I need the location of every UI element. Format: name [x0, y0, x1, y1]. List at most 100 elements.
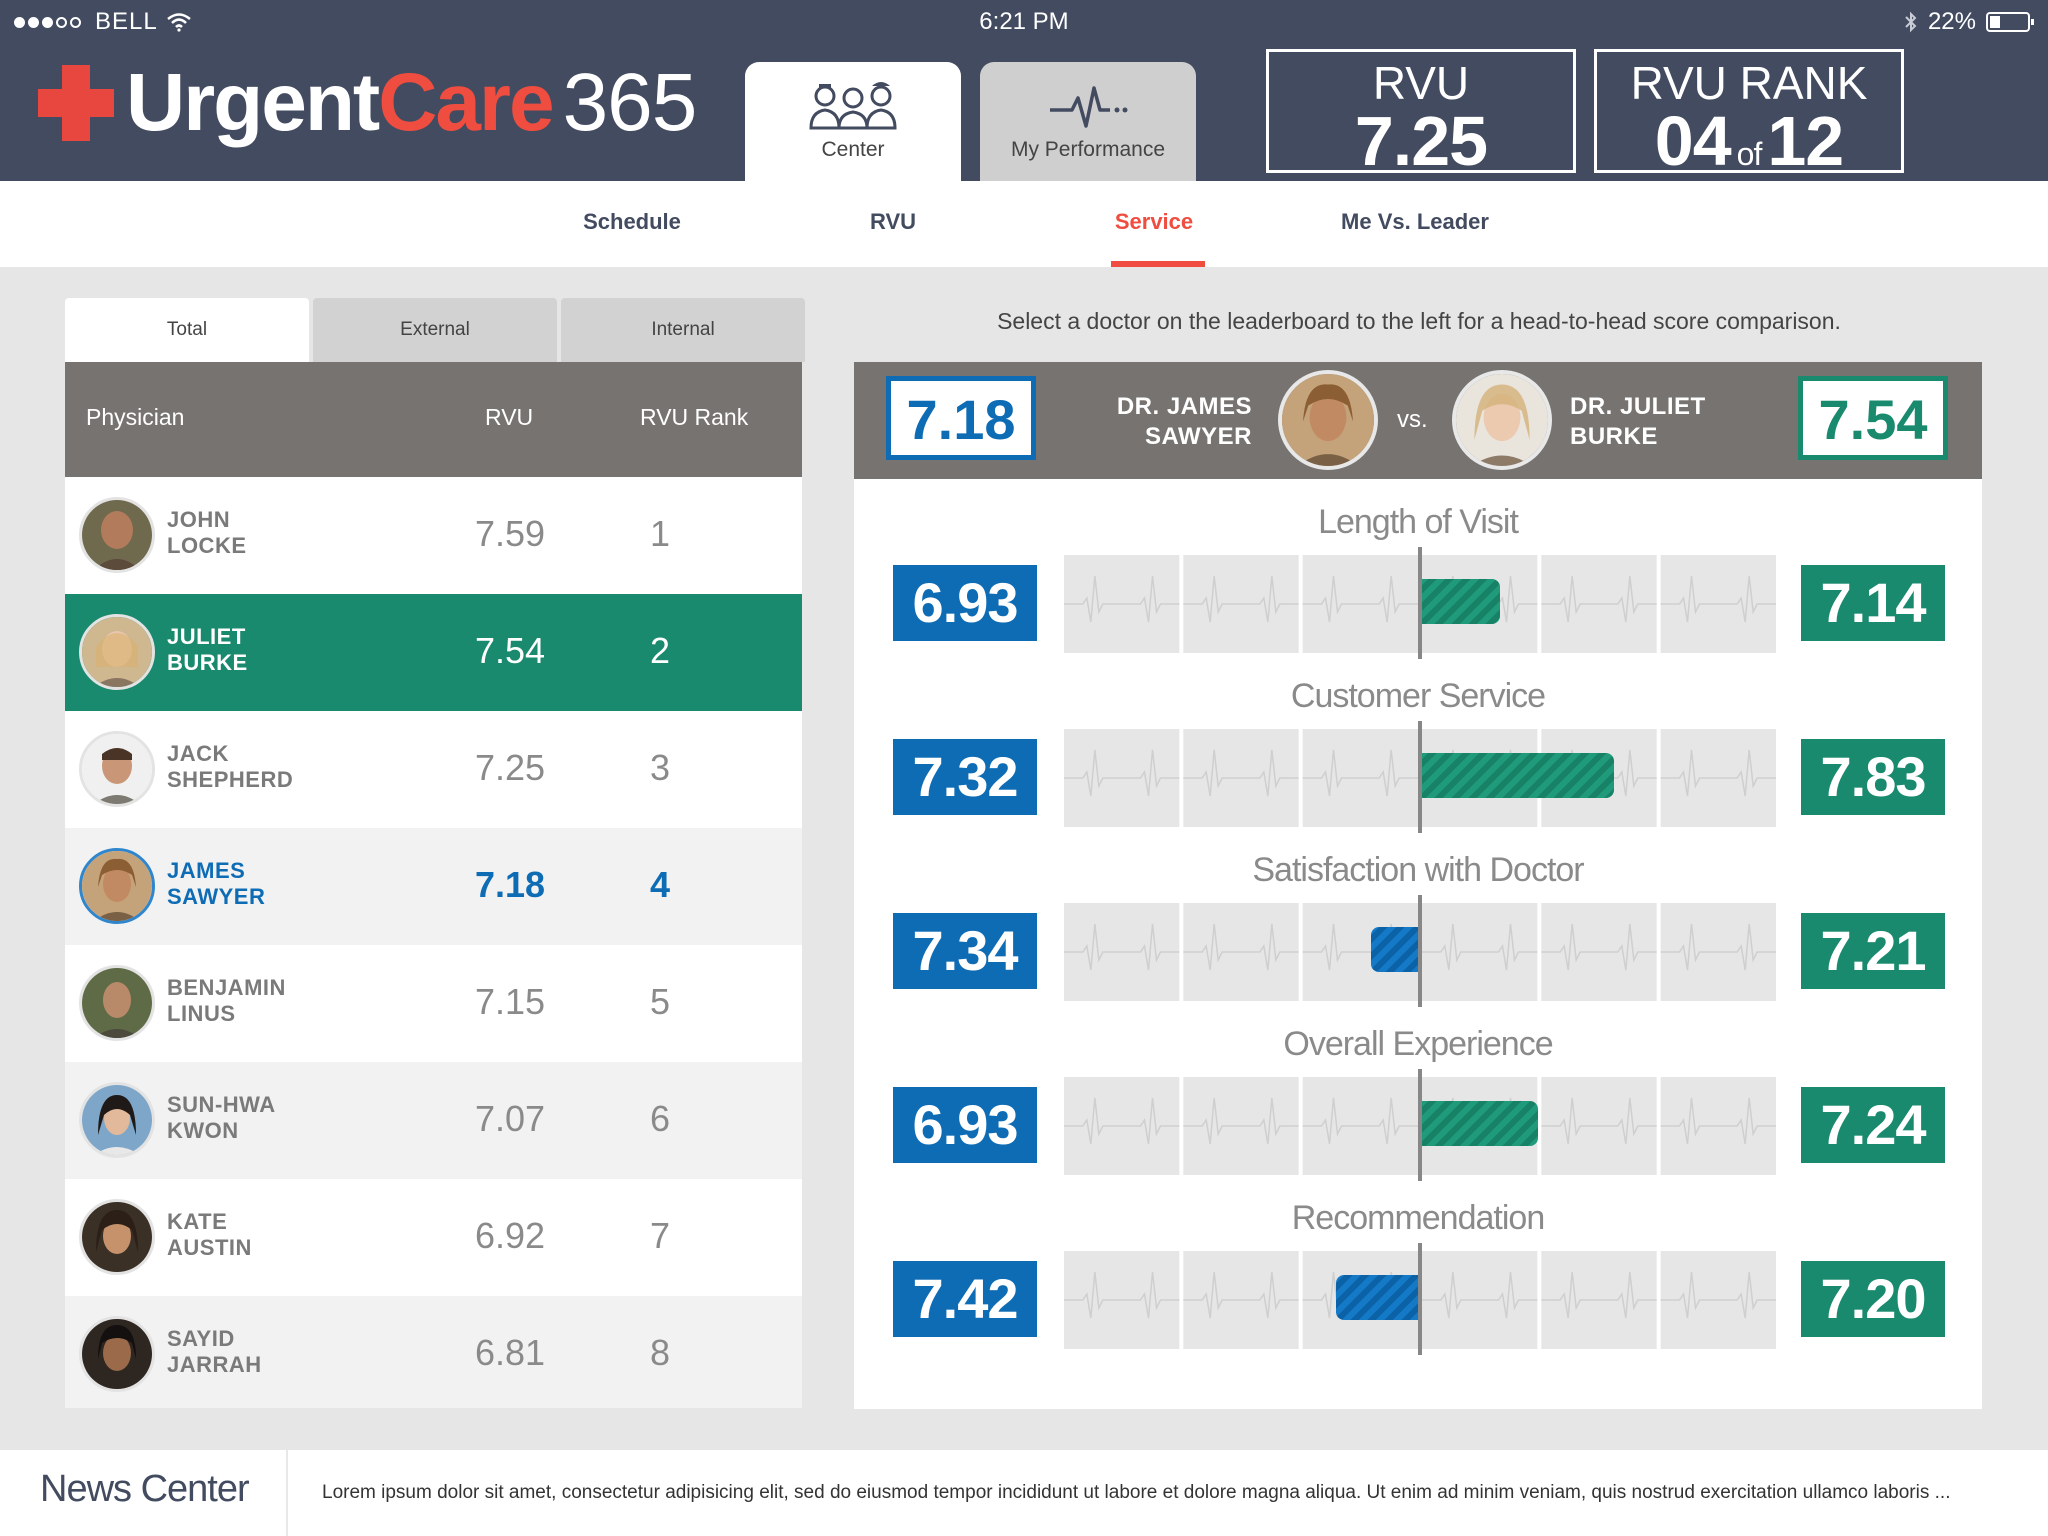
leaderboard-row[interactable]: SUN-HWA KWON 7.07 6 — [65, 1062, 802, 1179]
right-metric-score: 7.21 — [1801, 913, 1945, 989]
comparison-track — [1064, 721, 1776, 833]
track-center-line — [1418, 721, 1422, 833]
comparison-bar — [1420, 1101, 1538, 1146]
physician-name: KATE AUSTIN — [167, 1209, 252, 1260]
leaderboard-row[interactable]: JOHN LOCKE 7.59 1 — [65, 477, 802, 594]
left-metric-score: 6.93 — [893, 565, 1037, 641]
leaderboard-row[interactable]: SAYID JARRAH 6.81 8 — [65, 1296, 802, 1408]
physician-rvu: 7.59 — [474, 513, 546, 554]
status-time: 6:21 PM — [979, 8, 1069, 35]
physician-name: BENJAMIN LINUS — [167, 975, 286, 1026]
avatar — [79, 497, 155, 573]
comparison-track — [1064, 547, 1776, 659]
right-metric-score: 7.24 — [1801, 1087, 1945, 1163]
subnav-rvu[interactable]: RVU — [869, 209, 917, 234]
left-metric-score: 7.42 — [893, 1261, 1037, 1337]
status-right: 22% — [1904, 8, 2034, 36]
avatar — [79, 614, 155, 690]
leaderboard-row[interactable]: JULIET BURKE 7.54 2 — [65, 594, 802, 711]
avatar — [79, 965, 155, 1041]
signal-icon — [14, 16, 81, 28]
tab-external[interactable]: External — [313, 298, 557, 362]
metric-title: Overall Experience — [1283, 1025, 1553, 1063]
metric-customer-service: Customer Service 7.32 7.83 — [854, 653, 1982, 833]
metric-title: Recommendation — [1291, 1199, 1545, 1237]
rvu-stat-value: 7.25 — [1354, 102, 1488, 180]
subnav-me-vs-leader[interactable]: Me Vs. Leader — [1341, 209, 1489, 234]
metric-title: Satisfaction with Doctor — [1252, 851, 1584, 889]
comparison-bar — [1420, 579, 1500, 624]
right-metric-score: 7.14 — [1801, 565, 1945, 641]
physician-name: JULIET BURKE — [167, 624, 248, 675]
physician-rank: 7 — [649, 1215, 671, 1256]
battery-icon — [1986, 12, 2034, 32]
right-metric-score: 7.83 — [1801, 739, 1945, 815]
app-header: BELL 6:21 PM 22% UrgentCare 365 — [0, 0, 2048, 181]
leaderboard-row[interactable]: JAMES SAWYER 7.18 4 — [65, 828, 802, 945]
physician-rank: 8 — [649, 1332, 671, 1373]
avatar — [79, 1082, 155, 1158]
physician-rank: 6 — [649, 1098, 671, 1139]
physician-rank: 4 — [649, 864, 671, 905]
subnav-service[interactable]: Service — [1114, 209, 1194, 234]
tab-center[interactable]: Center — [745, 62, 961, 181]
news-ticker-text[interactable]: Lorem ipsum dolor sit amet, consectetur … — [322, 1482, 1951, 1503]
column-physician: Physician — [86, 404, 185, 430]
versus-label: vs. — [1397, 406, 1428, 433]
metric-title: Customer Service — [1290, 677, 1546, 715]
leaderboard-row[interactable]: BENJAMIN LINUS 7.15 5 — [65, 945, 802, 1062]
physician-name: JOHN LOCKE — [167, 507, 247, 558]
rvu-rank-stat: RVU RANK 04 of12 — [1594, 49, 1904, 176]
ecg-track-background — [1064, 555, 1776, 653]
metric-overall-experience: Overall Experience 6.93 7.24 — [854, 1001, 1982, 1181]
subnav-schedule[interactable]: Schedule — [583, 209, 681, 234]
avatar — [79, 1199, 155, 1275]
comparison-instruction: Select a doctor on the leaderboard to th… — [997, 308, 1841, 334]
left-doctor-name: DR. JAMES SAWYER — [1116, 393, 1252, 450]
ecg-track-background — [1064, 903, 1776, 1001]
medical-cross-icon — [38, 65, 114, 141]
avatar — [79, 848, 155, 924]
physician-rvu: 7.07 — [474, 1098, 546, 1139]
track-center-line — [1418, 1069, 1422, 1181]
left-doctor-score: 7.18 — [886, 376, 1036, 460]
physician-name: SUN-HWA KWON — [167, 1092, 276, 1143]
comparison-bar — [1370, 927, 1420, 972]
leaderboard-row[interactable]: KATE AUSTIN 6.92 7 — [65, 1179, 802, 1296]
right-metric-score: 7.20 — [1801, 1261, 1945, 1337]
comparison-track — [1064, 1069, 1776, 1181]
tab-my-performance[interactable]: My Performance — [980, 62, 1196, 181]
comparison-header: 7.18 DR. JAMES SAWYER vs. DR. JULIET BURKE… — [854, 362, 1982, 479]
left-metric-score: 7.32 — [893, 739, 1037, 815]
physician-rvu: 6.92 — [474, 1215, 546, 1256]
tab-total[interactable]: Total — [65, 298, 309, 362]
physician-name: JAMES SAWYER — [167, 858, 266, 909]
status-left: BELL — [14, 8, 192, 36]
physician-rvu: 7.18 — [474, 864, 546, 905]
medical-staff-icon — [809, 82, 897, 130]
physician-rvu: 7.54 — [474, 630, 546, 671]
physician-name: JACK SHEPHERD — [167, 741, 294, 792]
left-metric-score: 7.34 — [893, 913, 1037, 989]
track-center-line — [1418, 1243, 1422, 1355]
tab-my-performance-label: My Performance — [1010, 138, 1166, 161]
right-doctor-score: 7.54 — [1798, 376, 1948, 460]
news-divider — [286, 1450, 288, 1536]
carrier-name: BELL — [95, 8, 158, 35]
right-doctor-avatar — [1452, 370, 1552, 470]
leaderboard-row[interactable]: JACK SHEPHERD 7.25 3 — [65, 711, 802, 828]
track-center-line — [1418, 895, 1422, 1007]
wifi-icon — [166, 13, 191, 32]
sub-navigation: Schedule RVU Service Me Vs. Leader — [0, 181, 2048, 267]
tab-internal[interactable]: Internal — [561, 298, 805, 362]
logo-wordmark: UrgentCare 365 — [126, 57, 697, 148]
news-center: News Center Lorem ipsum dolor sit amet, … — [0, 1450, 2048, 1536]
physician-rvu: 7.25 — [474, 747, 546, 788]
left-doctor-avatar — [1278, 370, 1378, 470]
avatar — [79, 1316, 155, 1392]
battery-percent: 22% — [1927, 8, 1976, 35]
app-logo: UrgentCare 365 — [38, 57, 697, 148]
metric-title: Length of Visit — [1318, 503, 1519, 541]
heartbeat-icon — [1050, 86, 1128, 128]
column-rvu-rank: RVU Rank — [640, 404, 749, 430]
